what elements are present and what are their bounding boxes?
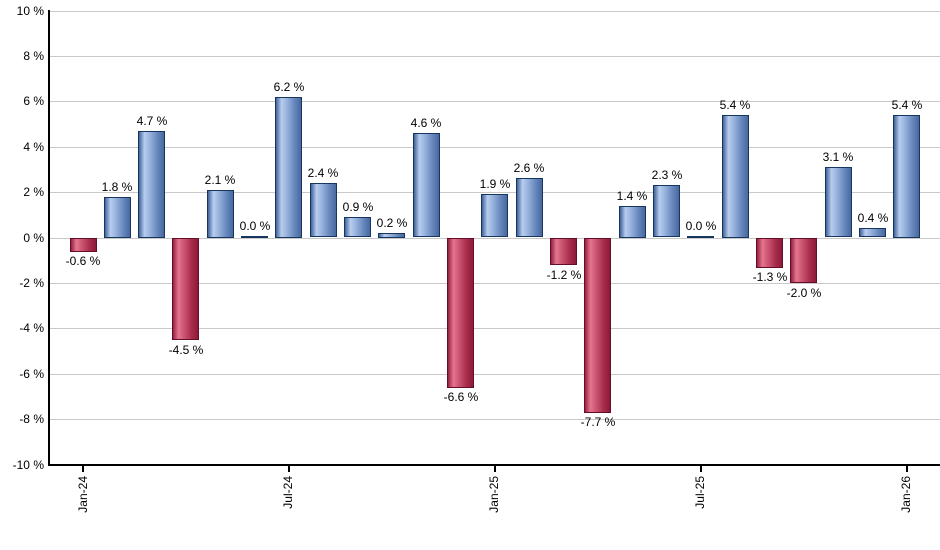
bar xyxy=(516,178,543,237)
y-axis-tick-label: -4 % xyxy=(19,321,44,335)
bar xyxy=(413,133,440,237)
bar xyxy=(310,183,337,237)
y-axis-tick-label: -6 % xyxy=(19,367,44,381)
y-gridline xyxy=(48,147,940,148)
bar-value-label: 0.0 % xyxy=(685,219,717,233)
y-axis-line xyxy=(48,10,50,466)
bar-value-label: 5.4 % xyxy=(891,98,923,112)
bar xyxy=(722,115,749,238)
y-gridline xyxy=(48,192,940,193)
bar xyxy=(275,97,302,238)
bar-value-label: 0.4 % xyxy=(857,211,889,225)
bar xyxy=(893,115,920,238)
y-axis-tick-label: -8 % xyxy=(19,412,44,426)
bar-value-label: 2.3 % xyxy=(651,168,683,182)
bar xyxy=(104,197,131,238)
y-gridline xyxy=(48,238,940,239)
bar-value-label: 4.7 % xyxy=(136,114,168,128)
bar xyxy=(241,236,268,238)
bar-value-label: 1.4 % xyxy=(616,189,648,203)
bar-value-label: 1.9 % xyxy=(479,177,511,191)
bar xyxy=(138,131,165,238)
bar xyxy=(378,233,405,238)
bar-value-label: 0.9 % xyxy=(342,200,374,214)
y-gridline xyxy=(48,11,940,12)
x-axis-tick xyxy=(906,465,908,472)
bar xyxy=(70,238,97,252)
bar-value-label: 3.1 % xyxy=(822,150,854,164)
bar xyxy=(756,238,783,268)
x-axis-tick xyxy=(494,465,496,472)
x-axis-tick-label: Jan-24 xyxy=(76,476,90,513)
y-axis-tick-label: -2 % xyxy=(19,276,44,290)
bar xyxy=(172,238,199,340)
y-gridline xyxy=(48,101,940,102)
bar-value-label: 2.4 % xyxy=(307,166,339,180)
bar-value-label: -0.6 % xyxy=(65,254,101,268)
y-gridline xyxy=(48,283,940,284)
y-axis-tick-label: 0 % xyxy=(23,231,44,245)
bar xyxy=(481,194,508,237)
y-gridline xyxy=(48,56,940,57)
y-gridline xyxy=(48,419,940,420)
y-gridline xyxy=(48,328,940,329)
bar xyxy=(344,217,371,237)
bar-value-label: -4.5 % xyxy=(168,343,204,357)
x-axis-tick xyxy=(288,465,290,472)
bar xyxy=(584,238,611,413)
bar-value-label: -1.2 % xyxy=(546,268,582,282)
bar-value-label: 2.6 % xyxy=(513,161,545,175)
bar xyxy=(859,228,886,237)
y-axis-tick-label: 2 % xyxy=(23,185,44,199)
bar-value-label: 0.0 % xyxy=(239,219,271,233)
y-axis-tick-label: 4 % xyxy=(23,140,44,154)
x-axis-tick xyxy=(82,465,84,472)
bar-value-label: 5.4 % xyxy=(719,98,751,112)
y-axis-tick-label: 8 % xyxy=(23,49,44,63)
bar-value-label: -6.6 % xyxy=(443,390,479,404)
y-axis-tick-label: 10 % xyxy=(16,4,44,18)
bar-value-label: -1.3 % xyxy=(752,270,788,284)
x-axis-tick-label: Jul-24 xyxy=(281,476,295,509)
bar-value-label: 4.6 % xyxy=(410,116,442,130)
bar xyxy=(619,206,646,238)
bar xyxy=(207,190,234,238)
y-axis-tick-label: 6 % xyxy=(23,94,44,108)
bar-value-label: -2.0 % xyxy=(786,286,822,300)
bar-value-label: 0.2 % xyxy=(376,216,408,230)
bar-value-label: 6.2 % xyxy=(273,80,305,94)
bar xyxy=(790,238,817,283)
x-axis-tick xyxy=(700,465,702,472)
bar xyxy=(687,236,714,238)
x-axis-tick-label: Jul-25 xyxy=(693,476,707,509)
bar xyxy=(653,185,680,237)
bar xyxy=(447,238,474,388)
bar-value-label: 2.1 % xyxy=(204,173,236,187)
bar xyxy=(550,238,577,265)
bar xyxy=(825,167,852,237)
bar-value-label: -7.7 % xyxy=(580,415,616,429)
y-gridline xyxy=(48,374,940,375)
x-axis-tick-label: Jan-26 xyxy=(899,476,913,513)
x-axis-tick-label: Jan-25 xyxy=(487,476,501,513)
y-axis-tick-label: -10 % xyxy=(12,458,44,472)
bar-value-label: 1.8 % xyxy=(101,180,133,194)
